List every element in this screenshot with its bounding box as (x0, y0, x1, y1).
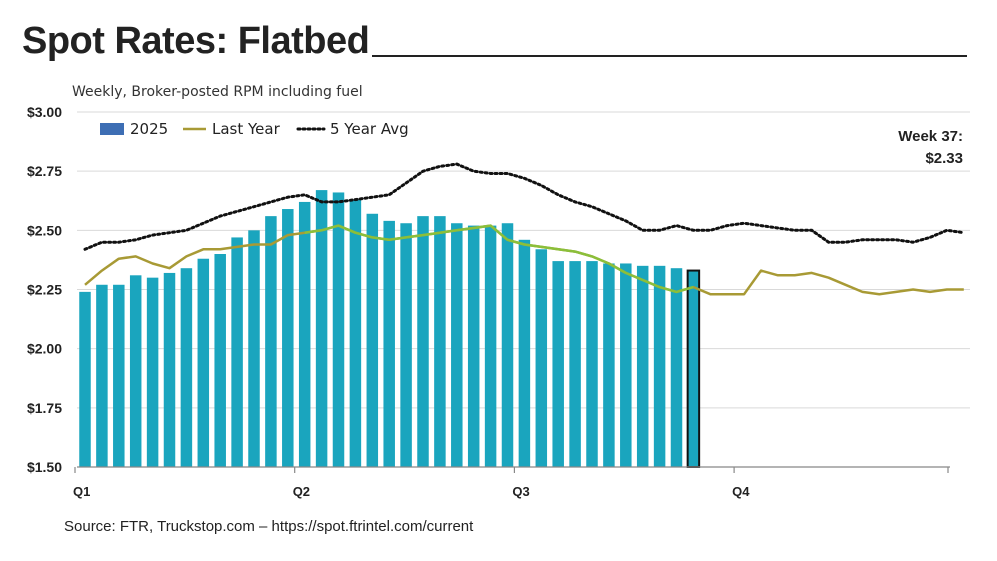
bar (298, 201, 311, 467)
bar (586, 261, 598, 467)
bar (146, 277, 159, 467)
legend-label-2025: 2025 (130, 120, 168, 138)
y-tick-label: $2.50 (27, 222, 62, 238)
bar (231, 237, 243, 467)
last-year-line-overlap (304, 224, 694, 294)
bar (653, 265, 666, 467)
bar (467, 225, 480, 467)
bar (282, 209, 294, 468)
bar (113, 284, 125, 467)
bar (518, 239, 531, 467)
bar (248, 230, 260, 467)
y-axis-ticks: $1.50 $1.75 $2.00 $2.25 $2.50 $2.75 $3.00 (27, 104, 62, 475)
bar (129, 275, 142, 467)
bar (670, 268, 683, 467)
five-year-avg-line (83, 162, 966, 251)
bar (569, 261, 581, 467)
annotation-value: $2.33 (925, 150, 963, 167)
bar (265, 216, 277, 467)
bar (163, 272, 176, 467)
legend: 2025 Last Year 5 Year Avg (100, 120, 409, 138)
bar (180, 268, 193, 467)
bar (636, 265, 649, 467)
bar (434, 216, 446, 467)
quarter-label: Q4 (732, 484, 750, 499)
x-axis: Q1 Q2 Q3 Q4 (73, 466, 950, 499)
page-title: Spot Rates: Flatbed (22, 20, 370, 62)
legend-label-five-year-avg: 5 Year Avg (330, 120, 409, 138)
lines (83, 162, 966, 296)
bar (620, 263, 632, 467)
bar (214, 254, 226, 467)
bar (552, 261, 564, 467)
legend-swatch-2025 (100, 123, 124, 135)
bar (686, 269, 701, 469)
bar (451, 223, 463, 467)
bar (603, 263, 615, 467)
bar (366, 213, 379, 467)
y-tick-label: $3.00 (27, 104, 62, 120)
y-tick-label: $2.00 (27, 341, 62, 357)
y-tick-label: $2.75 (27, 163, 62, 179)
legend-label-last-year: Last Year (212, 120, 281, 138)
bar (417, 216, 429, 467)
y-tick-label: $2.25 (27, 282, 62, 298)
bar (79, 291, 91, 467)
bars-2025 (79, 190, 701, 469)
week-annotation: Week 37: $2.33 (898, 128, 963, 167)
quarter-label: Q3 (512, 484, 529, 499)
annotation-week: Week 37: (898, 128, 963, 145)
bar (383, 220, 395, 467)
bar (535, 249, 548, 467)
y-tick-label: $1.75 (27, 400, 62, 416)
y-tick-label: $1.50 (27, 459, 62, 475)
title-rule (372, 55, 967, 57)
chart-subtitle: Weekly, Broker-posted RPM including fuel (72, 84, 363, 100)
quarter-label: Q1 (73, 484, 90, 499)
bar (400, 223, 412, 467)
bar (197, 258, 210, 467)
bar (96, 284, 108, 467)
bar (501, 223, 514, 467)
bar (349, 199, 362, 468)
bar (484, 225, 497, 467)
source-note: Source: FTR, Truckstop.com – https://spo… (64, 518, 474, 535)
bar (315, 190, 328, 467)
quarter-label: Q2 (293, 484, 310, 499)
bar (332, 192, 345, 467)
